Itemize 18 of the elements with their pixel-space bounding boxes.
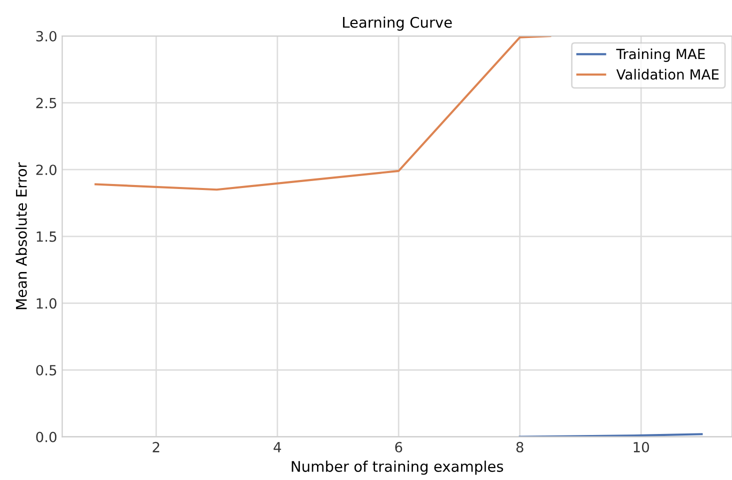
x-tick-label: 2 (152, 442, 160, 452)
x-tick-label: 8 (516, 442, 524, 452)
legend-label: Validation MAE (616, 68, 719, 80)
y-tick-label: 0.0 (36, 432, 56, 442)
x-tick-label: 6 (395, 442, 402, 452)
y-axis-title: Mean Absolute Error (16, 162, 27, 310)
y-tick-label: 1.0 (36, 298, 56, 309)
y-tick-label: 0.5 (36, 364, 56, 376)
x-tick-label: 4 (274, 442, 282, 452)
x-tick-label: 10 (634, 442, 649, 452)
chart-title: Learning Curve (343, 16, 452, 31)
line-series (94, 36, 552, 191)
legend-label: Training MAE (616, 48, 705, 62)
y-tick-label: 2.0 (36, 164, 56, 176)
x-axis-title: Number of training examples (292, 460, 504, 475)
y-tick-label: 2.5 (36, 98, 56, 108)
y-tick-label: 3.0 (36, 30, 56, 42)
y-tick-label: 1.5 (36, 232, 56, 242)
